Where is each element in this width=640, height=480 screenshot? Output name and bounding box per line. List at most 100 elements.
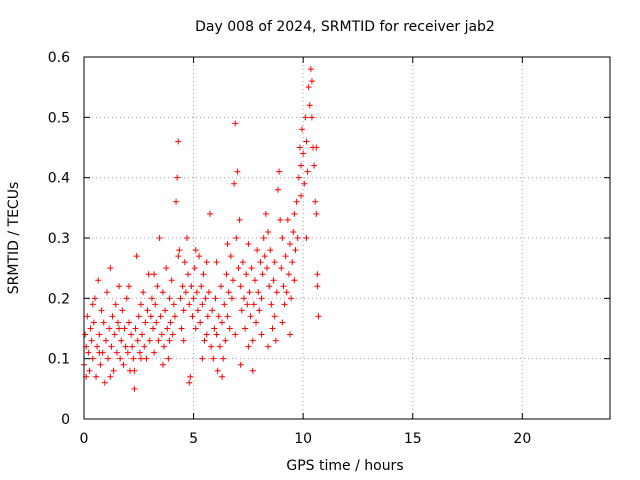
data-point <box>282 253 289 260</box>
data-point <box>277 216 284 223</box>
data-point <box>308 114 315 121</box>
data-point <box>159 289 166 296</box>
data-point <box>140 289 147 296</box>
data-point <box>250 301 257 308</box>
data-point <box>259 271 266 278</box>
data-point <box>224 241 231 248</box>
data-point <box>297 192 304 199</box>
x-tick-label: 10 <box>294 431 312 447</box>
data-point <box>231 180 238 187</box>
data-point <box>118 337 125 344</box>
data-point <box>305 84 312 91</box>
data-point <box>234 168 241 175</box>
data-point <box>93 373 100 380</box>
data-point <box>111 331 118 338</box>
data-point <box>265 343 272 350</box>
data-point <box>91 295 98 302</box>
data-point <box>125 319 132 326</box>
data-point <box>106 325 113 332</box>
data-point <box>293 198 300 205</box>
data-point <box>82 331 89 338</box>
data-point <box>201 337 208 344</box>
data-point <box>86 367 93 374</box>
data-point <box>119 307 126 314</box>
data-point <box>294 235 301 241</box>
data-point <box>131 367 138 374</box>
data-point <box>290 228 297 235</box>
data-point <box>113 349 120 356</box>
data-point <box>186 301 193 308</box>
data-point <box>291 277 298 284</box>
data-point <box>280 283 287 290</box>
data-point <box>207 210 214 217</box>
y-tick-label: 0 <box>61 412 70 428</box>
data-point <box>232 120 239 127</box>
data-point <box>85 349 92 356</box>
data-point <box>177 295 184 302</box>
data-point <box>221 301 228 308</box>
data-point <box>180 337 187 344</box>
x-tick-label: 0 <box>80 431 89 447</box>
data-point <box>217 283 224 290</box>
data-point <box>116 283 123 290</box>
data-point <box>150 325 157 332</box>
data-point <box>170 301 177 308</box>
data-point <box>230 277 237 284</box>
data-point <box>315 313 322 320</box>
y-tick-label: 0.1 <box>48 352 70 368</box>
data-point <box>289 259 296 266</box>
y-tick-label: 0.3 <box>48 231 70 247</box>
data-point <box>139 331 146 338</box>
data-point <box>205 289 212 296</box>
data-point <box>104 289 111 296</box>
data-point <box>144 307 151 314</box>
data-point <box>194 307 201 314</box>
data-point <box>116 325 123 332</box>
data-point <box>89 301 96 308</box>
data-point <box>245 241 252 248</box>
data-point <box>165 355 172 362</box>
data-point <box>131 385 138 392</box>
data-point <box>137 355 144 362</box>
axis-ticks <box>83 56 610 420</box>
data-point <box>303 138 310 145</box>
data-point <box>222 337 229 344</box>
data-point <box>300 150 307 157</box>
data-point <box>141 343 148 350</box>
data-point <box>152 301 159 308</box>
data-point <box>171 313 178 320</box>
y-tick-label: 0.6 <box>48 50 70 66</box>
data-point <box>313 210 320 217</box>
data-point <box>187 373 194 380</box>
data-point <box>184 235 191 241</box>
data-point <box>84 313 91 320</box>
data-point <box>270 277 277 284</box>
data-point <box>100 319 107 326</box>
data-point <box>164 325 171 332</box>
data-point <box>151 349 158 356</box>
data-point <box>271 259 278 266</box>
data-point <box>306 102 313 109</box>
data-point <box>166 337 173 344</box>
data-point <box>158 331 165 338</box>
data-point <box>179 283 186 290</box>
data-point <box>255 289 262 296</box>
x-tick-label: 20 <box>513 431 531 447</box>
data-point <box>216 343 223 350</box>
data-point <box>122 343 129 350</box>
data-point <box>287 331 294 338</box>
data-point <box>133 253 140 260</box>
data-point <box>192 325 199 332</box>
data-point <box>148 295 155 302</box>
data-point <box>135 313 142 320</box>
data-point <box>97 361 104 368</box>
data-point <box>196 253 203 260</box>
data-point <box>105 355 112 362</box>
data-point <box>225 289 232 296</box>
data-point <box>267 247 274 254</box>
data-point <box>203 331 210 338</box>
data-point <box>89 355 96 362</box>
data-point <box>236 216 243 223</box>
data-point <box>142 319 149 326</box>
